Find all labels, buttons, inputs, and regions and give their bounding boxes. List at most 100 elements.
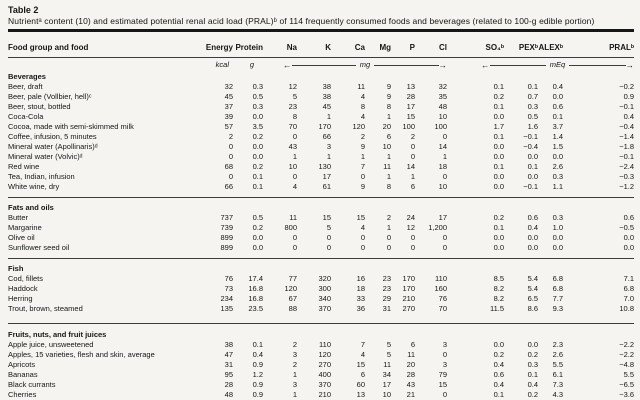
value-cell: 9.3: [552, 304, 563, 313]
table-row: Butter 737 0.5 11 15 15 2 24 17 0.2 0.6 0.3 0.6: [8, 213, 634, 223]
value-cell: 170: [402, 284, 415, 293]
table-row: Tea, Indian, infusion 0 0.1 0 17 0 1 1 0 0.0 0.0 0.…: [8, 172, 634, 182]
value-cell: −0.1: [523, 182, 538, 191]
value-cell: 5.4: [527, 284, 538, 293]
value-cell: 10: [288, 162, 297, 171]
value-cell: 45: [322, 102, 331, 111]
value-cell: 0.0: [552, 152, 563, 161]
value-cell: 0: [442, 390, 447, 399]
value-cell: 3: [292, 350, 297, 359]
value-cell: 7.3: [552, 380, 563, 389]
divider-rule: [8, 197, 634, 198]
value-cell: 1: [410, 172, 415, 181]
value-cell: 5: [326, 223, 331, 232]
value-cell: 120: [318, 350, 331, 359]
value-cell: 0.0: [527, 243, 538, 252]
divider-rule: [8, 258, 634, 259]
value-cell: 14: [406, 162, 415, 171]
value-cell: 76: [224, 274, 233, 283]
value-cell: 0.1: [493, 82, 504, 91]
table-row: Margarine 739 0.2 800 5 4 1 12 1,200 0.1 0.4 1.0 −0.…: [8, 223, 634, 233]
value-cell: 0.2: [252, 162, 263, 171]
value-cell: 1: [292, 370, 297, 379]
section-divider: [8, 253, 634, 263]
value-cell: 370: [318, 380, 331, 389]
value-cell: 6: [386, 132, 391, 141]
food-name: Red wine: [8, 162, 40, 171]
value-cell: 47: [224, 350, 233, 359]
value-cell: 0.0: [493, 142, 504, 151]
value-cell: 36: [356, 304, 365, 313]
value-cell: 0.3: [552, 213, 563, 222]
value-cell: 45: [224, 92, 233, 101]
value-cell: 8.6: [527, 304, 538, 313]
value-cell: 0.0: [252, 142, 263, 151]
value-cell: 23.5: [248, 304, 263, 313]
value-cell: 29: [382, 294, 391, 303]
table-row: Mineral water (Apollinaris)ᵈ 0 0.0 43 3 9 10 0 1…: [8, 142, 634, 152]
value-cell: 79: [438, 370, 447, 379]
value-cell: 57: [224, 122, 233, 131]
value-cell: 1,200: [428, 223, 447, 232]
column-header-k: K: [297, 32, 331, 58]
value-cell: 0.0: [493, 152, 504, 161]
value-cell: 100: [434, 122, 447, 131]
value-cell: 0.2: [527, 350, 538, 359]
arrow-right-icon: →: [438, 60, 448, 70]
value-cell: 24: [406, 213, 415, 222]
value-cell: 0.1: [493, 102, 504, 111]
section-header-label: Beverages: [8, 72, 46, 81]
value-cell: 0: [292, 243, 297, 252]
value-cell: 8: [292, 112, 297, 121]
value-cell: 1: [386, 172, 391, 181]
value-cell: 0: [410, 233, 415, 242]
value-cell: 0.1: [493, 132, 504, 141]
column-header-energy: Energy: [181, 32, 233, 58]
food-name: Tea, Indian, infusion: [8, 172, 75, 181]
nutrient-table: Food group and food Energy Protein Na K …: [8, 32, 634, 400]
value-cell: 0.3: [252, 82, 263, 91]
value-cell: 1.4: [552, 132, 563, 141]
value-cell: 4.3: [552, 390, 563, 399]
value-cell: 9: [386, 92, 391, 101]
food-name: Coffee, infusion, 5 minutes: [8, 132, 97, 141]
value-cell: 2: [386, 213, 391, 222]
value-cell: 70: [438, 304, 447, 313]
value-cell: 7.0: [623, 294, 634, 303]
value-cell: 0.1: [493, 162, 504, 171]
value-cell: 0.1: [252, 340, 263, 349]
value-cell: 0.2: [527, 390, 538, 399]
value-cell: 234: [220, 294, 233, 303]
value-cell: 9: [360, 182, 365, 191]
value-cell: 7.1: [623, 274, 634, 283]
arrow-line: [489, 64, 546, 66]
value-cell: 3.5: [252, 122, 263, 131]
column-header-row: Food group and food Energy Protein Na K …: [8, 32, 634, 58]
value-cell: 23: [382, 274, 391, 283]
value-cell: 15: [406, 112, 415, 121]
value-cell: 1: [442, 152, 447, 161]
value-cell: −1.2: [619, 182, 634, 191]
value-cell: 400: [318, 370, 331, 379]
value-cell: 1: [326, 112, 331, 121]
value-cell: 4: [360, 350, 365, 359]
value-cell: 110: [435, 274, 447, 283]
value-cell: 0.1: [252, 182, 263, 191]
value-cell: 43: [288, 142, 297, 151]
value-cell: 0: [386, 233, 391, 242]
value-cell: 0: [442, 172, 447, 181]
value-cell: 0: [360, 233, 365, 242]
value-cell: 4: [292, 182, 297, 191]
column-header-so4: SO₄ᵇ: [447, 32, 504, 58]
section-header: Fats and oils: [8, 202, 634, 213]
value-cell: 739: [220, 223, 233, 232]
value-cell: 0.0: [552, 92, 563, 101]
table-row: Beer, pale (Vollbier, hell)ᶜ 45 0.5 5 38 4 9 28…: [8, 92, 634, 102]
value-cell: 1.6: [527, 122, 538, 131]
food-name: Apple juice, unsweetened: [8, 340, 94, 349]
value-cell: 6: [410, 182, 415, 191]
value-cell: 0.0: [493, 233, 504, 242]
food-name: Coca-Cola: [8, 112, 44, 121]
value-cell: 0.6: [552, 102, 563, 111]
value-cell: 9: [386, 82, 391, 91]
